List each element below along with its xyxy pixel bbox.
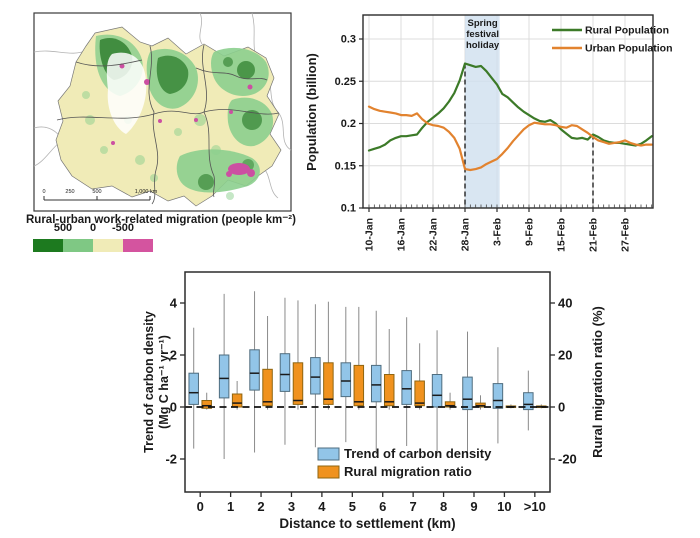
colorbar-swatch: [33, 239, 63, 252]
x-tick-label: 22-Jan: [428, 218, 440, 251]
x-tick-label: 8: [440, 499, 447, 514]
x-tick-label: 3: [288, 499, 295, 514]
colorbar-tick-0: 0: [89, 222, 97, 234]
x-axis-label: Distance to settlement (km): [279, 516, 455, 531]
carbon-density-box: [310, 357, 321, 395]
carbon-density-box: [431, 374, 443, 408]
left-tick-label: -2: [165, 452, 177, 467]
carbon-density-box: [340, 362, 352, 398]
x-tick-label: 9: [470, 499, 477, 514]
x-tick-label: 9-Feb: [524, 218, 536, 246]
colorbar-swatch: [123, 239, 153, 252]
x-tick-label: 3-Feb: [492, 218, 504, 246]
map-scalebar-labels: 0 250 500 1,000 km: [42, 189, 157, 195]
right-axis-label: Rural migration ratio (%): [590, 306, 605, 458]
map-scalebar: [43, 196, 151, 201]
carbon-density-box: [218, 354, 230, 399]
population-chart: Spring festival holiday 0.1 0.15 0.2 0.25 0.3 10…: [304, 14, 673, 252]
left-tick-label: 0: [170, 400, 177, 415]
x-tick-label: 10: [497, 499, 511, 514]
carbon-density-box: [492, 383, 504, 409]
right-tick-label: -20: [558, 452, 577, 467]
x-tick-label: 5: [349, 499, 356, 514]
carbon-density-box: [523, 392, 534, 411]
legend-label: Urban Population: [585, 43, 673, 55]
carbon-density-box: [188, 372, 199, 405]
legend-label: Trend of carbon density: [344, 446, 492, 461]
x-tick-label: 2: [257, 499, 264, 514]
migration-ratio-box: [292, 362, 304, 405]
colorbar-labels: 500 0 -500: [33, 222, 193, 237]
right-tick-label: 20: [558, 348, 572, 363]
carbon-density-box: [279, 353, 291, 392]
migration-ratio-box: [201, 400, 212, 409]
holiday-annotation: Spring festival holiday: [466, 18, 500, 51]
migration-ratio-box: [353, 364, 365, 407]
y-tick-label: 0.25: [335, 76, 356, 88]
y-tick-label: 0.3: [341, 34, 356, 46]
x-tick-label: 16-Jan: [396, 218, 408, 251]
scalebar-label-1000: 1,000 km: [135, 189, 158, 195]
x-tick-label: 28-Jan: [460, 218, 472, 251]
y-axis-label: Population (billion): [304, 53, 319, 171]
right-tick-label: 0: [558, 400, 565, 415]
x-tick-label: >10: [524, 499, 546, 514]
no-data-area: [106, 52, 147, 134]
left-axis-label-line2: (Mg C ha⁻¹ yr⁻¹): [157, 335, 171, 429]
colorbar-swatch: [63, 239, 93, 252]
x-tick-label: 1: [227, 499, 234, 514]
x-tick-label: 21-Feb: [588, 218, 600, 252]
x-tick-label: 15-Feb: [556, 218, 568, 252]
carbon-density-box: [249, 349, 260, 391]
colorbar-swatches: [33, 239, 153, 252]
colorbar-swatch: [93, 239, 123, 252]
migration-ratio-box: [262, 368, 273, 407]
left-tick-label: 2: [170, 348, 177, 363]
carbon-density-box: [370, 364, 382, 403]
migration-ratio-box: [231, 393, 243, 408]
x-tick-label: 27-Feb: [620, 218, 632, 252]
colorbar-tick-neg500: -500: [111, 222, 135, 234]
y-tick-label: 0.1: [341, 203, 356, 215]
migration-ratio-box: [414, 380, 425, 407]
y-tick-label: 0.2: [341, 118, 356, 130]
migration-ratio-box: [383, 374, 395, 407]
province-borders: [56, 44, 280, 205]
scalebar-label-0: 0: [42, 189, 45, 195]
x-tick-label: 0: [197, 499, 204, 514]
carbon-density-box: [401, 370, 412, 405]
left-axis-label-line1: Trend of carbon density: [142, 311, 156, 453]
migration-loss-spots: [111, 63, 255, 177]
x-tick-label: 6: [379, 499, 386, 514]
right-tick-label: 40: [558, 296, 572, 311]
map-caption: Rural-urban work-related migration (peop…: [26, 214, 296, 226]
plot-frame: [184, 271, 551, 493]
legend-label: Rural Population: [585, 25, 669, 37]
scalebar-label-250: 250: [65, 189, 74, 195]
migration-map: 0 250 500 1,000 km: [33, 12, 292, 212]
map-colorbar: 500 0 -500: [33, 222, 193, 254]
region-landmass: [55, 26, 282, 207]
legend-label: Rural migration ratio: [344, 464, 472, 479]
scalebar-label-500: 500: [92, 189, 101, 195]
x-tick-label: 4: [318, 499, 326, 514]
x-tick-label: 7: [410, 499, 417, 514]
left-tick-label: 4: [170, 296, 178, 311]
carbon-density-box: [462, 376, 473, 411]
migration-ratio-box: [323, 362, 334, 405]
y-tick-label: 0.15: [335, 160, 356, 172]
colorbar-tick-500: 500: [53, 222, 73, 234]
rural-population-line: [367, 62, 653, 152]
x-tick-label: 10-Jan: [364, 218, 376, 251]
holiday-band: [465, 15, 500, 208]
urban-population-line: [367, 105, 653, 172]
